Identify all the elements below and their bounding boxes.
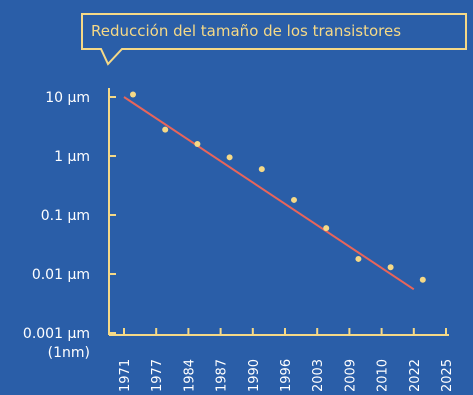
x-tick-label: 2025 bbox=[440, 359, 455, 392]
x-tick-label: 1984 bbox=[182, 359, 197, 392]
data-point bbox=[291, 196, 297, 203]
x-tick-label: 1977 bbox=[150, 359, 165, 392]
trend-line bbox=[123, 96, 415, 291]
x-ticks: 1971 1977 1984 1987 1990 1996 2003 2009 2010 2022… bbox=[118, 328, 455, 392]
x-tick-label: 1987 bbox=[215, 359, 230, 392]
y-extra-label: (1nm) bbox=[48, 345, 90, 361]
x-tick-label: 1971 bbox=[118, 359, 133, 392]
data-points bbox=[130, 91, 426, 283]
x-tick-label: 2010 bbox=[376, 359, 391, 392]
y-tick-label: 1 µm bbox=[54, 149, 90, 165]
x-tick-label: 1996 bbox=[279, 359, 294, 392]
data-point bbox=[323, 225, 330, 232]
data-point bbox=[419, 276, 426, 283]
data-point bbox=[355, 255, 362, 262]
y-tick-label: 0.1 µm bbox=[41, 208, 90, 224]
data-point bbox=[194, 140, 201, 147]
x-tick-label: 2009 bbox=[343, 359, 358, 392]
y-ticks: 10 µm 1 µm 0.1 µm 0.01 µm 0.001 µm bbox=[23, 90, 116, 342]
title-callout: Reducción del tamaño de los transistores bbox=[81, 13, 467, 66]
title-callout-bubble bbox=[81, 13, 467, 66]
data-point bbox=[130, 91, 136, 98]
data-point bbox=[226, 154, 233, 161]
data-point bbox=[258, 166, 265, 173]
x-tick-label: 1990 bbox=[247, 359, 262, 392]
y-tick-label: 0.001 µm bbox=[23, 326, 90, 342]
x-tick-label: 2022 bbox=[408, 359, 423, 392]
y-tick-label: 10 µm bbox=[45, 90, 90, 106]
data-point bbox=[387, 264, 394, 271]
chart-title: Reducción del tamaño de los transistores bbox=[91, 22, 401, 40]
y-tick-label: 0.01 µm bbox=[32, 267, 90, 283]
data-point bbox=[162, 126, 169, 133]
x-tick-label: 2003 bbox=[311, 359, 326, 392]
